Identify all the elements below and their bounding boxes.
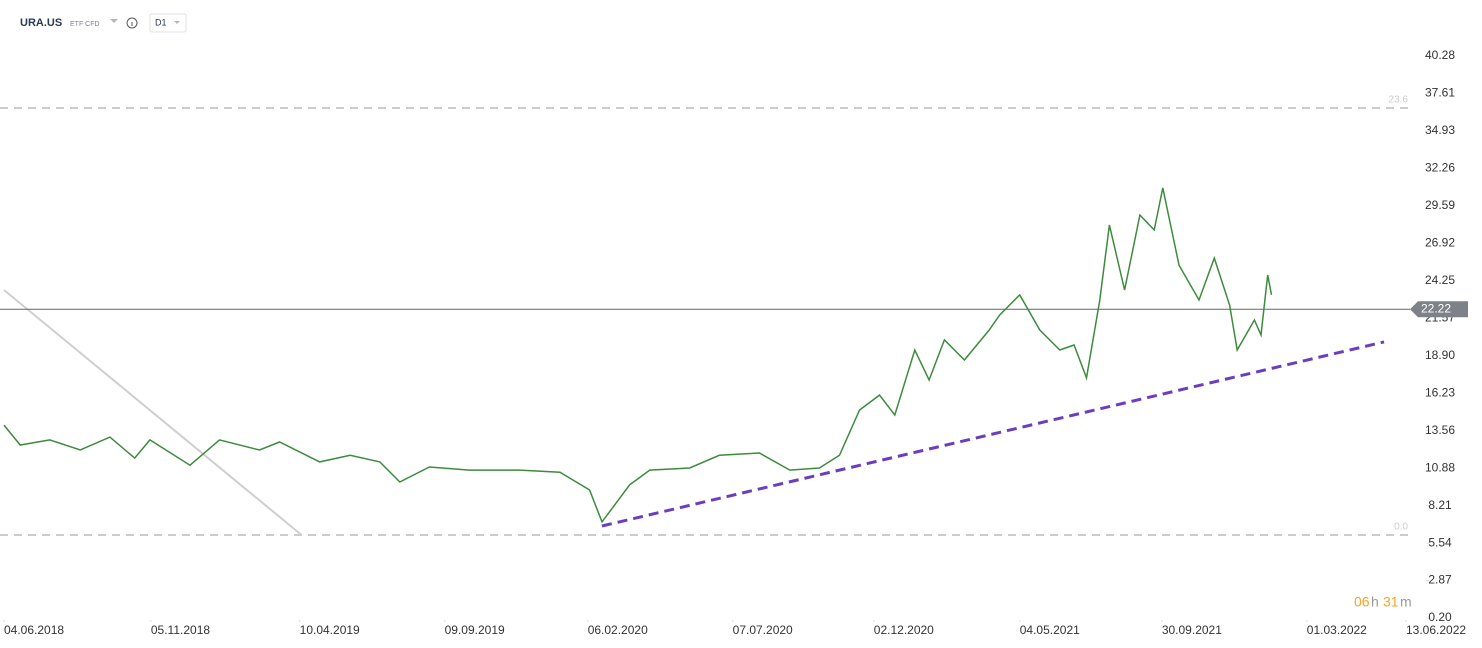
y-tick-label: 32.26 [1425, 161, 1455, 175]
y-tick-label: 24.25 [1425, 273, 1455, 287]
x-tick-label: 04.06.2018 [4, 623, 64, 637]
dropdown-icon[interactable] [110, 19, 118, 23]
y-tick-label: 2.87 [1428, 573, 1452, 587]
y-tick-label: 29.59 [1425, 198, 1455, 212]
y-tick-label: 26.92 [1425, 236, 1455, 250]
info-icon[interactable] [126, 17, 138, 29]
y-tick-label: 40.28 [1425, 48, 1455, 62]
timer-m: m [1400, 594, 1412, 610]
timer: 06 h 31 m [1354, 594, 1412, 610]
x-tick-label: 04.05.2021 [1020, 623, 1080, 637]
trendline [3, 289, 303, 536]
y-tick-label: 34.93 [1425, 123, 1455, 137]
interval: D1 [155, 17, 167, 27]
y-tick-label: 8.21 [1428, 498, 1452, 512]
price-tag-label: 22.22 [1421, 301, 1451, 315]
x-tick-label: 13.06.2022 [1406, 623, 1466, 637]
price-tag [1410, 301, 1468, 318]
x-tick-label: 30.09.2021 [1162, 623, 1222, 637]
symbol: URA.US [20, 17, 62, 29]
x-tick-label: 09.09.2019 [445, 623, 505, 637]
y-tick-label: 5.54 [1428, 535, 1452, 549]
y-tick-label: 18.90 [1425, 348, 1455, 362]
y-tick-label: 16.23 [1425, 385, 1455, 399]
fib-level-label: 0.0 [1394, 522, 1408, 533]
x-tick-label: 02.12.2020 [874, 623, 934, 637]
trendline [601, 340, 1385, 528]
y-tick-label: 0.20 [1428, 610, 1452, 624]
y-tick-label: 37.61 [1425, 86, 1455, 100]
y-tick-label: 13.56 [1425, 423, 1455, 437]
timer-minutes: 31 [1383, 594, 1399, 610]
y-tick-label: 10.88 [1425, 460, 1455, 474]
fib-level-label: 23.6 [1389, 95, 1409, 106]
dropdown-icon [174, 21, 180, 24]
instrument-type: ETF CFD [70, 21, 100, 28]
x-tick-label: 06.02.2020 [588, 623, 648, 637]
interval-box[interactable] [149, 13, 187, 33]
price-line [3, 187, 1273, 524]
x-tick-label: 07.07.2020 [733, 623, 793, 637]
x-tick-label: 05.11.2018 [151, 623, 210, 637]
timer-h: h [1371, 594, 1379, 610]
x-tick-label: 10.04.2019 [300, 623, 360, 637]
x-tick-label: 01.03.2022 [1307, 623, 1367, 637]
timer-hours: 06 [1354, 594, 1370, 610]
